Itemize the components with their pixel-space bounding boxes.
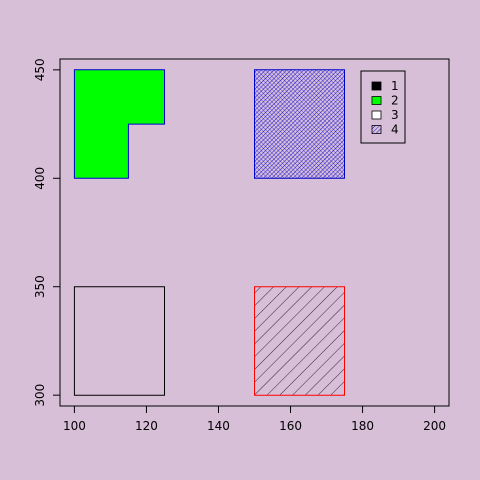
shape-hatch-cross	[254, 69, 345, 179]
legend-label-3: 3	[391, 108, 399, 122]
x-tick-label: 100	[63, 419, 86, 433]
x-axis: 100 120 140 160 180 200	[63, 405, 446, 433]
y-tick-label: 450	[33, 58, 47, 81]
legend-label-1: 1	[391, 79, 399, 93]
x-tick-label: 180	[351, 419, 374, 433]
shape-hatch	[254, 286, 345, 396]
legend-swatch-4	[371, 125, 382, 134]
x-tick-label: 160	[279, 419, 302, 433]
shape-outline	[73, 69, 165, 179]
legend-swatch-1	[371, 81, 382, 91]
y-tick-label: 300	[33, 384, 47, 407]
shape-outline	[254, 286, 345, 396]
legend-box	[360, 70, 406, 144]
shape-2	[73, 69, 165, 179]
legend-swatch-2	[371, 96, 382, 105]
legend-label-4: 4	[391, 123, 399, 137]
y-tick-label: 350	[33, 275, 47, 298]
shape-outline	[73, 286, 165, 396]
shape-1	[73, 286, 165, 396]
x-tick-label: 200	[423, 419, 446, 433]
x-tick-label: 120	[135, 419, 158, 433]
y-axis: 300 350 400 450	[33, 58, 61, 407]
legend-label-2: 2	[391, 94, 399, 108]
shapes-layer	[73, 69, 345, 396]
legend-swatch-3	[371, 110, 382, 120]
y-tick-label: 400	[33, 167, 47, 190]
x-tick-label: 140	[207, 419, 230, 433]
shape-3	[254, 286, 345, 396]
shape-4	[254, 69, 345, 179]
shape-outline	[254, 69, 345, 179]
